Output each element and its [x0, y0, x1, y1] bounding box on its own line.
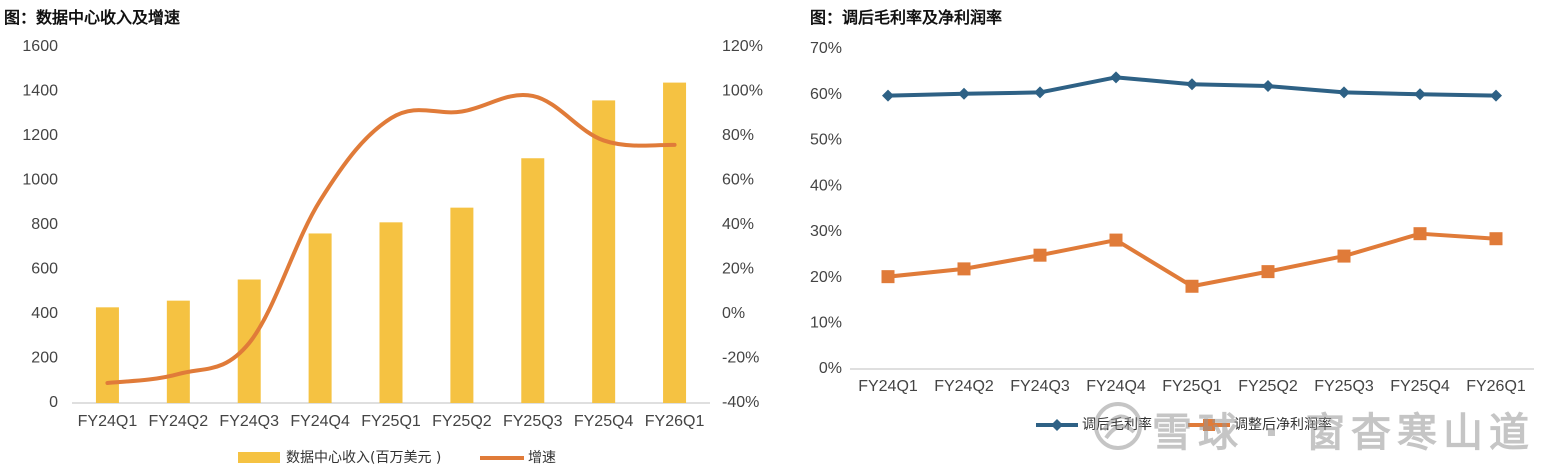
legend-gross-label: 调后毛利率	[1082, 416, 1152, 433]
revenue-bar	[379, 222, 403, 403]
x-category-label: FY25Q2	[432, 413, 492, 430]
margin-chart-title: 图：调后毛利率及净利润率	[810, 8, 1003, 27]
gross-margin-point	[1338, 86, 1350, 99]
gross-margin-point	[1414, 88, 1426, 101]
y-right-tick-label: 120%	[722, 38, 763, 55]
net-margin-point	[1413, 227, 1427, 241]
x-category-label: FY24Q4	[290, 413, 350, 430]
x-category-label: FY26Q1	[1466, 378, 1526, 395]
net-margin-point	[1109, 233, 1123, 247]
gross-margin-point	[1262, 80, 1274, 93]
y-tick-label: 60%	[810, 86, 842, 103]
gross-margin-point	[1186, 78, 1198, 91]
x-category-label: FY25Q1	[361, 413, 421, 430]
y-tick-label: 40%	[810, 177, 842, 194]
y-tick-label: 30%	[810, 223, 842, 240]
net-margin-point	[881, 270, 895, 284]
y-right-tick-label: 40%	[722, 216, 754, 233]
margin-chart-panel: 图：调后毛利率及净利润率 0% 10% 20% 30% 40% 50% 60% 70% FY24…	[790, 0, 1546, 474]
y-left-tick-label: 400	[31, 305, 58, 322]
revenue-bar	[308, 233, 332, 403]
net-margin-point	[1261, 265, 1275, 279]
y-right-tick-label: 80%	[722, 127, 754, 144]
revenue-bar	[95, 307, 119, 403]
y-tick-label: 50%	[810, 132, 842, 149]
y-left-tick-label: 200	[31, 350, 58, 367]
y-tick-label: 0%	[819, 360, 842, 377]
x-category-label: FY25Q4	[1390, 378, 1450, 395]
legend-bar-swatch	[238, 452, 280, 463]
y-tick-label: 70%	[810, 40, 842, 57]
legend-bar-label: 数据中心收入(百万美元 )	[286, 450, 441, 466]
growth-line	[105, 92, 677, 385]
y-left-tick-label: 0	[49, 394, 58, 411]
x-category-label: FY24Q3	[1010, 378, 1070, 395]
revenue-bar	[450, 207, 474, 403]
x-category-label: FY24Q2	[934, 378, 994, 395]
net-margin-line	[887, 231, 1497, 289]
y-right-tick-label: 20%	[722, 261, 754, 278]
revenue-bar	[166, 300, 190, 403]
y-tick-label: 10%	[810, 315, 842, 332]
revenue-chart-panel: 图：数据中心收入及增速 0 200 400 600 800 1000 1200 1400 160…	[4, 8, 763, 466]
net-margin-point	[1185, 279, 1199, 293]
revenue-bar	[592, 100, 616, 404]
revenue-bar	[521, 158, 545, 403]
y-right-tick-label: 60%	[722, 172, 754, 189]
legend-net-label: 调整后净利润率	[1234, 416, 1332, 433]
margin-chart-svg: 0% 10% 20% 30% 40% 50% 60% 70% FY24Q1 FY24Q2 FY24Q…	[810, 40, 1534, 433]
revenue-chart-title: 图：数据中心收入及增速	[4, 8, 181, 27]
y-tick-label: 20%	[810, 269, 842, 286]
net-margin-point	[957, 262, 971, 276]
x-category-label: FY25Q3	[503, 413, 563, 430]
gross-margin-point	[882, 89, 894, 102]
gross-margin-point	[1034, 86, 1046, 99]
y-right-tick-label: -40%	[722, 394, 759, 411]
gross-margin-point	[958, 87, 970, 100]
net-margin-point	[1337, 249, 1351, 263]
x-category-label: FY25Q2	[1238, 378, 1298, 395]
y-right-tick-label: 100%	[722, 83, 763, 100]
y-left-tick-label: 600	[31, 261, 58, 278]
x-category-label: FY24Q1	[78, 413, 138, 430]
y-left-tick-label: 1600	[22, 38, 58, 55]
revenue-bar	[663, 82, 687, 403]
x-category-label: FY24Q2	[149, 413, 209, 430]
y-right-tick-label: 0%	[722, 305, 745, 322]
gross-margin-point	[1490, 89, 1502, 102]
x-category-label: FY26Q1	[645, 413, 705, 430]
legend-gross-marker	[1051, 419, 1063, 431]
revenue-chart-svg: 0 200 400 600 800 1000 1200 1400 1600 -40% -20% 0% 2…	[22, 38, 763, 466]
net-margin-point	[1489, 232, 1503, 246]
x-category-label: FY24Q3	[219, 413, 279, 430]
legend-net-marker	[1203, 419, 1215, 431]
y-left-tick-label: 1400	[22, 83, 58, 100]
x-category-label: FY24Q4	[1086, 378, 1146, 395]
y-right-tick-label: -20%	[722, 350, 759, 367]
x-category-label: FY25Q3	[1314, 378, 1374, 395]
y-left-tick-label: 800	[31, 216, 58, 233]
x-category-label: FY25Q4	[574, 413, 634, 430]
net-margin-point	[1033, 248, 1047, 262]
y-left-tick-label: 1200	[22, 127, 58, 144]
x-category-label: FY25Q1	[1162, 378, 1222, 395]
legend-line-label: 增速	[528, 450, 556, 466]
y-left-tick-label: 1000	[22, 172, 58, 189]
x-category-label: FY24Q1	[858, 378, 918, 395]
gross-margin-point	[1110, 71, 1122, 84]
